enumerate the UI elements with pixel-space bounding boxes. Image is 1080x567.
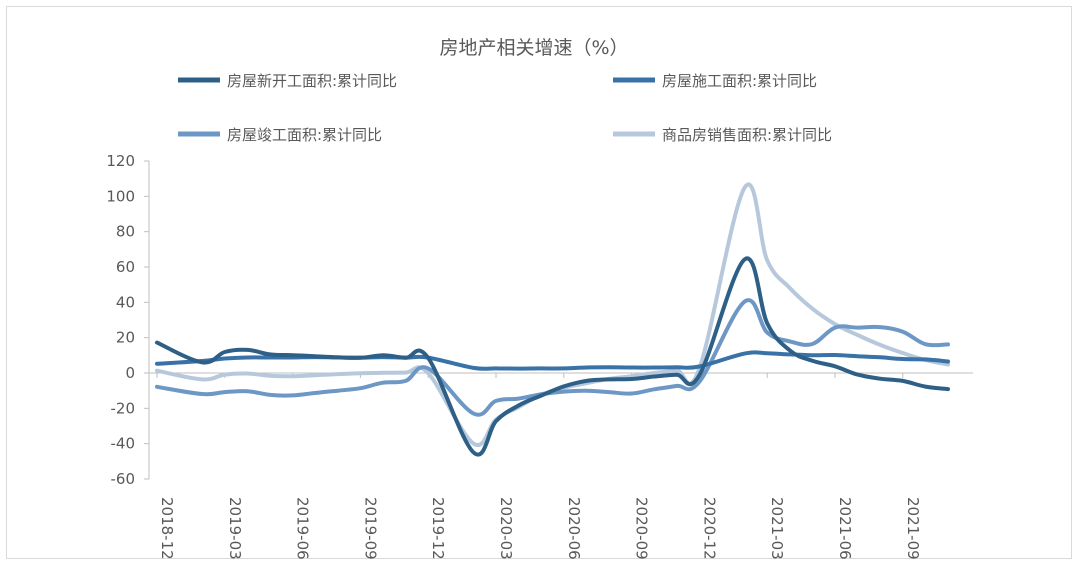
y-tick-label: 0 bbox=[125, 364, 135, 382]
x-tick-label: 2020-09 bbox=[633, 497, 651, 560]
series-line-completed bbox=[155, 298, 950, 417]
legend-label-sales: 商品房销售面积:累计同比 bbox=[662, 126, 832, 144]
legend-item-sales[interactable]: 商品房销售面积:累计同比 bbox=[613, 126, 832, 144]
x-tick-label: 2020-03 bbox=[497, 497, 515, 560]
x-tick-label: 2018-12 bbox=[158, 497, 176, 560]
legend-item-new-start[interactable]: 房屋新开工面积:累计同比 bbox=[178, 72, 397, 90]
line-chart: 房地产相关增速（%） 房屋新开工面积:累计同比 房屋施工面积:累计同比 房屋竣工… bbox=[106, 37, 973, 560]
x-tick-label: 2019-12 bbox=[429, 497, 447, 560]
y-tick-label: -20 bbox=[111, 399, 136, 417]
y-tick-label: 40 bbox=[116, 293, 135, 311]
y-tick-label: 20 bbox=[116, 329, 135, 347]
legend-item-under-construction[interactable]: 房屋施工面积:累计同比 bbox=[613, 72, 817, 90]
legend-label-completed: 房屋竣工面积:累计同比 bbox=[227, 126, 382, 144]
x-tick-label: 2020-06 bbox=[565, 497, 583, 560]
y-tick-label: -40 bbox=[111, 435, 136, 453]
legend: 房屋新开工面积:累计同比 房屋施工面积:累计同比 房屋竣工面积:累计同比 商品房… bbox=[178, 72, 832, 144]
legend-label-new-start: 房屋新开工面积:累计同比 bbox=[227, 72, 397, 90]
series-line-new-start bbox=[155, 256, 950, 457]
chart-title: 房地产相关增速（%） bbox=[439, 37, 628, 59]
x-tick-label: 2019-09 bbox=[361, 497, 379, 560]
y-tick-label: 80 bbox=[116, 223, 135, 241]
x-tick-label: 2019-06 bbox=[294, 497, 312, 560]
series-lines bbox=[155, 182, 950, 457]
x-tick-label: 2021-03 bbox=[768, 497, 786, 560]
legend-label-under-construction: 房屋施工面积:累计同比 bbox=[662, 72, 817, 90]
legend-item-completed[interactable]: 房屋竣工面积:累计同比 bbox=[178, 126, 382, 144]
x-tick-label: 2019-03 bbox=[226, 497, 244, 560]
chart-frame: 房地产相关增速（%） 房屋新开工面积:累计同比 房屋施工面积:累计同比 房屋竣工… bbox=[6, 6, 1072, 560]
y-tick-label: 60 bbox=[116, 258, 135, 276]
y-tick-label: 100 bbox=[106, 187, 135, 205]
x-tick-label: 2021-06 bbox=[836, 497, 854, 560]
x-tick-label: 2021-09 bbox=[904, 497, 922, 560]
x-tick-label: 2020-12 bbox=[700, 497, 718, 560]
series-line-sales bbox=[155, 182, 950, 448]
axes: 120 100 80 60 40 20 0 -20 -40 -60 2018-12 2019-03 20… bbox=[106, 152, 973, 560]
y-tick-label: -60 bbox=[111, 470, 136, 488]
y-tick-label: 120 bbox=[106, 152, 135, 170]
